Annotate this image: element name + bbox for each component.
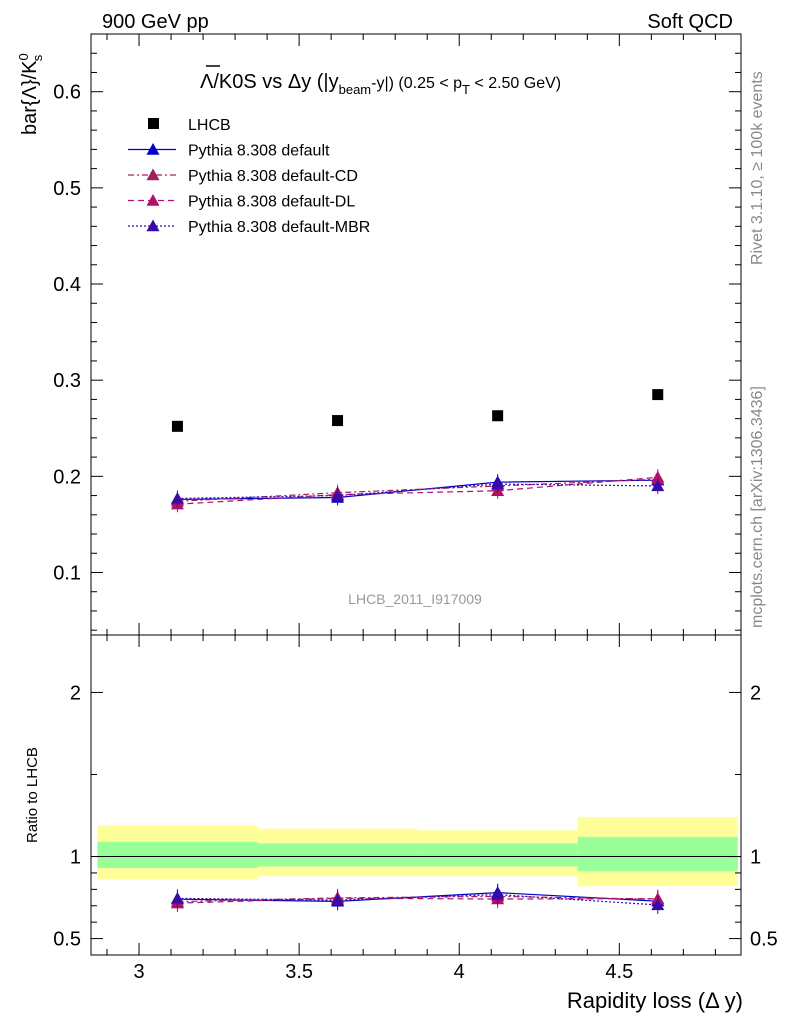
main-y-tick-label: 0.4 [53,274,81,296]
legend-marker-0 [148,118,159,129]
title-end: < 2.50 GeV) [470,75,561,92]
x-axis-label: Rapidity loss (Δ y) [567,988,743,1013]
series-point-4-1 [331,489,345,501]
legend-marker-1 [146,143,160,155]
main-plot [170,389,665,513]
series-line-3 [177,476,658,505]
legend-label-0: LHCB [188,117,231,134]
series-point-4-3 [651,479,665,492]
legend-label-2: Pythia 8.308 default-CD [188,168,358,185]
ratio-bands [91,817,741,887]
x-tick-label: 3 [133,961,144,983]
x-tick-label: 3.5 [285,961,313,983]
stat-band-1 [257,843,418,867]
series-line-4 [177,483,658,500]
ratio-y-tick-label-right: 2 [750,682,761,704]
header-left: 900 GeV pp [102,11,209,33]
main-y-tick-label: 0.6 [53,82,81,104]
data-point-0 [171,420,183,432]
stat-band-0 [97,841,258,869]
x-tick-label: 4 [454,961,465,983]
main-y-tick-label: 0.2 [53,466,81,488]
svg-text:Λ/K0S vs Δy (|ybeam-y|) (0.25: Λ/K0S vs Δy (|ybeam-y|) (0.25 < pT < 2.5… [200,71,561,97]
series-point-4-0 [170,491,184,504]
x-tick-label: 4.5 [605,961,633,983]
legend-label-4: Pythia 8.308 default-MBR [188,219,370,236]
legend-marker-2 [146,168,160,181]
legend-marker-3 [146,194,160,206]
main-y-tick-label: 0.5 [53,178,81,200]
series-point-3-3 [651,470,665,483]
ratio-line-2 [177,897,658,904]
stat-band-2 [417,843,578,867]
ratio-frame [90,634,742,956]
title-mid: -y|) (0.25 < p [371,75,462,92]
ratio-point-3-1 [331,893,345,906]
ratio-y-tick-label: 2 [70,682,81,704]
ratio-point-3-3 [651,898,665,911]
legend-label-3: Pythia 8.308 default-DL [188,194,355,211]
ratio-plot [170,883,665,914]
ratio-point-3-2 [491,888,505,900]
data-point-3 [652,389,664,401]
ratio-line-3 [177,894,658,906]
main-y-tick-label: 0.1 [53,562,81,584]
mcplots-label: mcplots.cern.ch [arXiv:1306.3436] [749,386,766,628]
data-point-1 [332,415,344,427]
stat-band-3 [577,836,738,872]
main-title: Λ/K0S vs Δy (|ybeam-y|) (0.25 < pT < 2.5… [200,65,561,97]
title-lambda: Λ [200,71,214,93]
ratio-y-tick-label-right: 0.5 [750,929,778,951]
rivet-label: Rivet 3.1.10, ≥ 100k events [749,71,766,265]
main-ylabel: bar{Λ}/K0s [16,53,45,135]
title-main: /K0S vs Δy (|y [213,71,338,93]
axes: 3 3.5 4 4.5 0.1 0.2 0.3 0.4 0.5 0.6 0.5 0.5 1 1 2 2 [53,33,778,983]
ratio-y-tick-label-right: 1 [750,847,761,869]
data-point-2 [492,410,504,422]
analysis-watermark: LHCB_2011_I917009 [348,591,482,607]
legend-marker-4 [146,219,160,232]
header-right: Soft QCD [647,11,733,33]
title-sub-t: T [462,82,470,97]
series-point-4-2 [491,477,505,490]
main-y-tick-label: 0.3 [53,370,81,392]
title-sub-beam: beam [339,82,372,97]
legend-label-1: Pythia 8.308 default [188,143,330,160]
ratio-ylabel: Ratio to LHCB [24,747,41,843]
ratio-y-tick-label: 0.5 [53,929,81,951]
ratio-y-tick-label: 1 [70,847,81,869]
legend: LHCB Pythia 8.308 default Pythia 8.308 def… [128,117,370,236]
ratio-point-3-0 [170,891,184,904]
